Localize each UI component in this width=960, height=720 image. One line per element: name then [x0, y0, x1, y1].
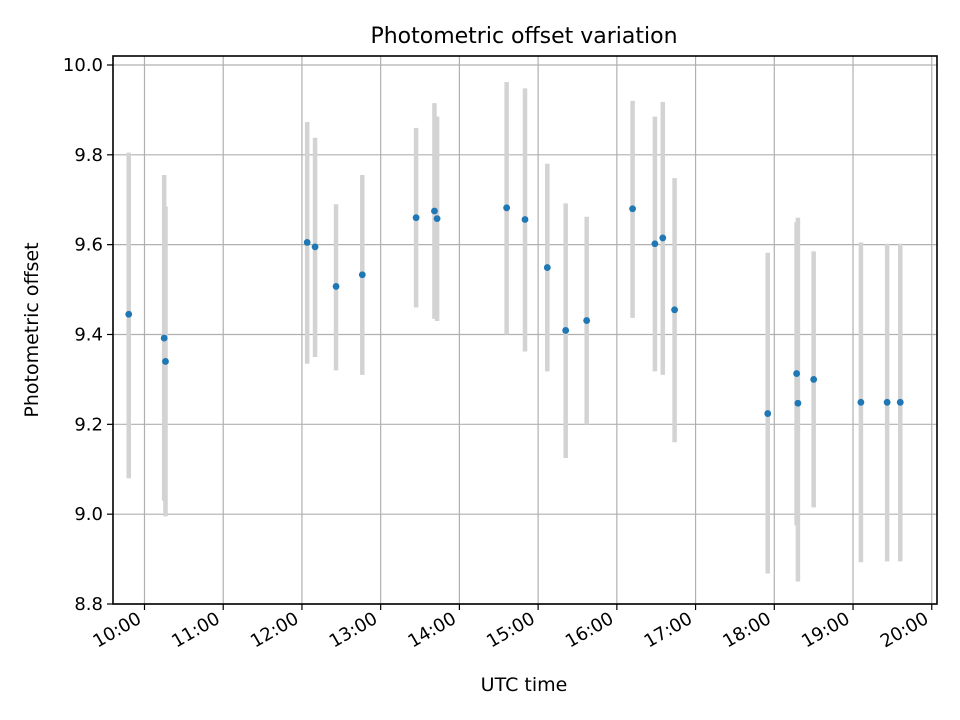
data-point	[303, 239, 311, 246]
data-point	[629, 205, 636, 213]
data-point	[503, 204, 511, 212]
y-tick-label: 10.0	[63, 55, 103, 76]
data-point	[764, 410, 772, 417]
data-point	[543, 264, 551, 271]
data-points	[125, 204, 904, 417]
data-point	[160, 334, 168, 342]
y-tick-label: 9.2	[74, 414, 103, 435]
y-tick-label: 8.8	[74, 594, 103, 615]
data-point	[358, 271, 366, 279]
data-point	[671, 306, 678, 314]
y-tick-label: 9.0	[74, 504, 103, 525]
data-point	[896, 398, 904, 406]
data-point	[562, 327, 570, 334]
y-tick-label: 9.4	[74, 324, 103, 345]
data-point	[521, 216, 529, 223]
data-point	[659, 234, 667, 242]
data-point	[125, 310, 133, 318]
data-point	[332, 283, 340, 290]
plot-area-frame	[112, 55, 938, 605]
data-point	[651, 240, 659, 248]
chart-title: Photometric offset variation	[370, 24, 677, 49]
data-point	[793, 370, 801, 377]
data-point	[431, 207, 438, 215]
data-point	[810, 376, 818, 383]
data-point	[433, 215, 441, 223]
y-axis-label: Photometric offset	[21, 242, 43, 417]
data-point	[583, 317, 591, 324]
y-tick-label: 9.8	[74, 145, 103, 166]
data-point	[412, 214, 420, 222]
data-point	[162, 358, 169, 365]
x-axis-label: UTC time	[481, 674, 568, 696]
data-point	[794, 399, 802, 407]
data-point	[883, 398, 891, 406]
y-axis-ticks: 8.8 9.0 9.2 9.4 9.6 9.8 10.0	[63, 55, 113, 615]
data-point	[311, 243, 319, 251]
data-point	[857, 398, 865, 406]
y-tick-label: 9.6	[74, 235, 103, 256]
